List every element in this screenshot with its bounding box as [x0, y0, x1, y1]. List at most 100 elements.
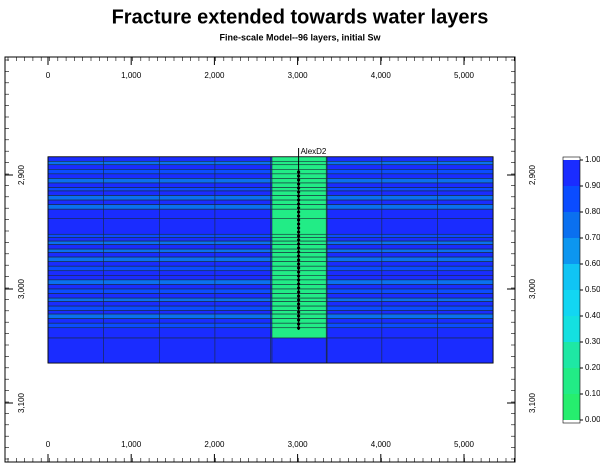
layer-cell [47, 161, 273, 166]
colorbar-swatch [563, 342, 580, 368]
well-perforation [297, 246, 301, 250]
layer-cell [326, 297, 494, 302]
layer-cell [47, 261, 273, 267]
layer-cell [47, 327, 273, 339]
layer-cell [326, 252, 494, 258]
colorbar-tick-label: 0.70 [585, 233, 600, 242]
x-tick-label: 4,000 [371, 440, 392, 449]
y-tick-label: 2,900 [17, 164, 26, 185]
layer-cell [326, 233, 494, 238]
layer-cell [47, 252, 273, 258]
layer-cell [47, 204, 273, 210]
well-perforation [297, 218, 301, 222]
x-tick-label: 1,000 [121, 71, 142, 80]
well-perforation [297, 266, 301, 270]
layer-cell [47, 293, 273, 299]
layer-cell [47, 297, 273, 302]
well-perforation [297, 290, 301, 294]
layer-cell [326, 310, 494, 315]
layer-cell [47, 244, 273, 250]
layer-cell [326, 313, 494, 319]
well-perforation [297, 286, 301, 290]
layer-cell [47, 256, 273, 262]
frame [4, 56, 516, 463]
colorbar-swatch [563, 290, 580, 316]
well-perforation [297, 274, 301, 278]
layer-cell [47, 279, 273, 285]
well-perforation [297, 174, 301, 178]
layer-cell [326, 173, 494, 179]
colorbar-swatch [563, 186, 580, 212]
layer-cell [326, 293, 494, 299]
colorbar-swatch [563, 368, 580, 394]
well-perforation [297, 306, 301, 310]
layer-cell [326, 301, 494, 307]
x-tick-label: 5,000 [454, 71, 475, 80]
layer-cell [326, 195, 494, 201]
layer-cell [47, 337, 273, 364]
x-tick-label: 3,000 [288, 71, 309, 80]
layer-cell [326, 327, 494, 339]
layer-cell [47, 195, 273, 201]
grid-border [47, 156, 494, 364]
x-tick-label: 0 [46, 71, 51, 80]
layer-cell [326, 288, 494, 294]
well-label: AlexD2 [301, 147, 327, 156]
well-perforation [297, 282, 301, 286]
fracture-cell [271, 164, 328, 170]
layer-cell [47, 218, 273, 235]
layer-cell [326, 270, 494, 276]
layer-cell [326, 190, 494, 196]
layer-cell [326, 284, 494, 290]
well-perforation [297, 230, 301, 234]
colorbar-swatch [563, 212, 580, 238]
colorbar-tick-label: 0.50 [585, 285, 600, 294]
layer-cell [47, 301, 273, 307]
layer-cell [47, 240, 273, 245]
layer-cell [47, 284, 273, 290]
layer-cell [326, 248, 494, 253]
well-perforation [297, 302, 301, 306]
layer-cell [47, 173, 273, 179]
well-perforation [297, 190, 301, 194]
well-perforation [297, 222, 301, 226]
layer-cell [326, 256, 494, 262]
layer-cell [47, 275, 273, 281]
layer-cell [47, 322, 273, 329]
well-perforation [297, 202, 301, 206]
layer-cell [326, 204, 494, 210]
layer-cell [326, 261, 494, 267]
x-tick-label: 1,000 [121, 440, 142, 449]
layer-cell [326, 318, 494, 324]
layer-cell [326, 187, 494, 192]
layer-cell [47, 310, 273, 315]
colorbar-tick-label: 0.80 [585, 207, 600, 216]
fracture-cell [271, 156, 328, 162]
layer-cell [326, 199, 494, 205]
layer-cell [47, 199, 273, 205]
colorbar-tick-label: 0.40 [585, 311, 600, 320]
layer-cell [47, 156, 273, 162]
colorbar-tick-label: 0.00 [585, 415, 600, 424]
fracture-cell [271, 337, 328, 364]
colorbar-swatch [563, 238, 580, 264]
well-perforation [297, 210, 301, 214]
x-tick-label: 0 [46, 440, 51, 449]
well-perforation [297, 170, 301, 174]
well-perforation [297, 278, 301, 282]
layer-cell [326, 279, 494, 285]
x-tick-label: 4,000 [371, 71, 392, 80]
well-perforation [297, 182, 301, 186]
x-tick-label: 2,000 [204, 71, 225, 80]
y-tick-label: 3,100 [528, 392, 537, 413]
layer-cell [326, 208, 494, 219]
layer-cell [326, 237, 494, 242]
layer-cell [47, 169, 273, 175]
x-tick-label: 2,000 [204, 440, 225, 449]
well-perforation [297, 226, 301, 230]
y-tick-label: 3,000 [528, 278, 537, 299]
colorbar-tick-label: 0.90 [585, 181, 600, 190]
well-perforation [297, 234, 301, 238]
layer-cell [326, 265, 494, 272]
